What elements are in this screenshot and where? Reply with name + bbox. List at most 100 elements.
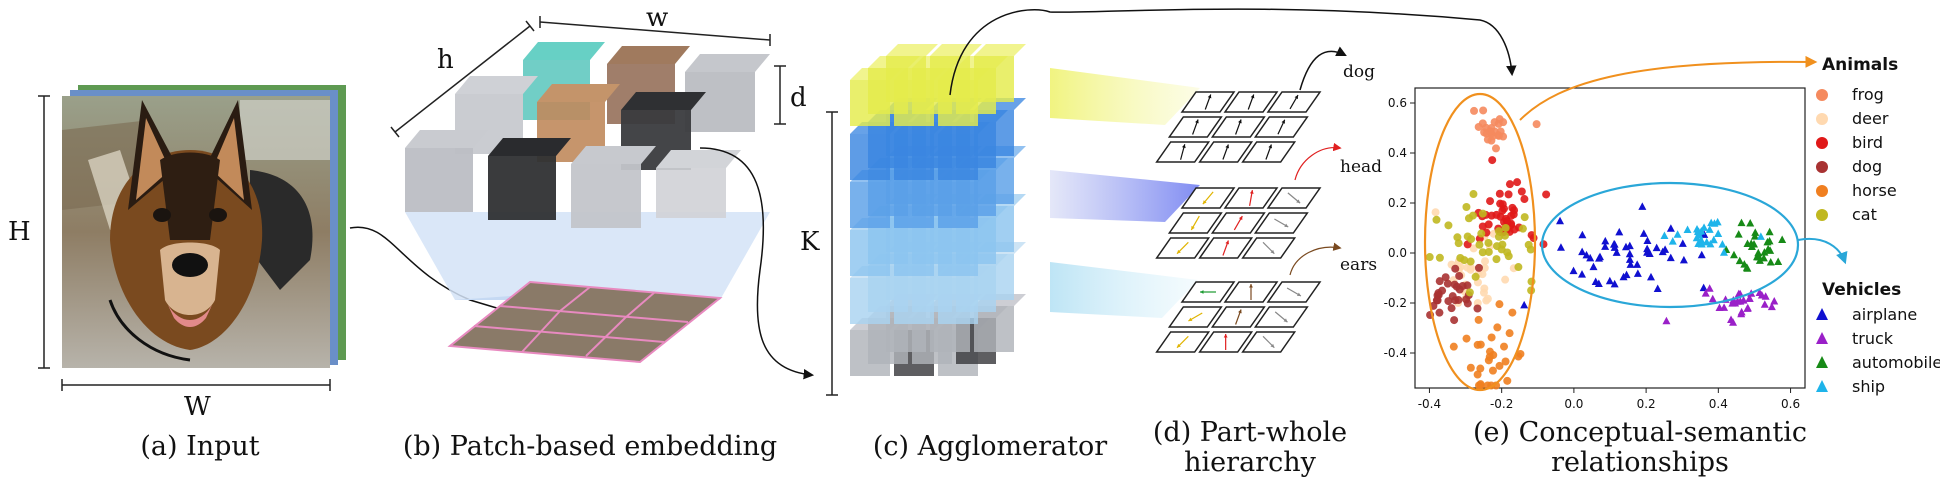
- point-automobile: [1729, 250, 1738, 259]
- point-ship: [1692, 233, 1701, 242]
- point-ship: [1706, 239, 1715, 248]
- point-ship: [1700, 223, 1709, 231]
- point-horse: [1485, 352, 1494, 361]
- label-dog: dog: [1343, 62, 1375, 82]
- point-cat: [1514, 263, 1523, 272]
- point-ship: [1683, 225, 1692, 234]
- vector-arrow-head: [1281, 119, 1285, 124]
- legend-label: dog: [1852, 157, 1882, 176]
- point-deer: [1501, 275, 1510, 284]
- legend-animals-title: Animals: [1822, 55, 1898, 75]
- embedding-cube-block: [405, 42, 770, 228]
- point-frog: [1487, 124, 1496, 133]
- patch-grid: [447, 280, 723, 364]
- point-airplane: [1595, 252, 1604, 261]
- point-ship: [1756, 232, 1765, 240]
- point-airplane: [1578, 247, 1587, 256]
- point-cat: [1478, 209, 1487, 218]
- point-airplane: [1594, 279, 1603, 287]
- point-bird: [1484, 220, 1493, 229]
- point-truck: [1745, 294, 1754, 302]
- point-airplane: [1612, 248, 1621, 256]
- legend-marker: [1816, 185, 1828, 197]
- point-horse: [1473, 340, 1482, 349]
- point-airplane: [1619, 272, 1628, 281]
- point-airplane: [1601, 242, 1610, 250]
- point-horse: [1466, 363, 1475, 372]
- dog-leash: [108, 299, 191, 362]
- caption-part-whole: (d) Part-whole hierarchy: [1130, 418, 1370, 478]
- legend-label: cat: [1852, 205, 1877, 224]
- dog-arrow: [1299, 46, 1347, 91]
- point-ship: [1693, 224, 1702, 233]
- point-cat: [1462, 203, 1471, 212]
- vector-arrow-head: [1207, 94, 1212, 99]
- legend-item-deer: deer: [1816, 109, 1889, 128]
- vector-arrow-head: [1202, 200, 1207, 205]
- point-dog: [1463, 299, 1472, 308]
- point-dog: [1473, 304, 1482, 313]
- vector-arrow-head: [1225, 144, 1230, 149]
- point-airplane: [1633, 269, 1642, 277]
- point-airplane: [1610, 279, 1619, 288]
- vector-arrow-head: [1294, 95, 1298, 100]
- y-tick-label: 0.4: [1388, 146, 1407, 160]
- point-bird: [1529, 234, 1538, 243]
- point-cat: [1493, 242, 1502, 251]
- point-airplane: [1556, 216, 1565, 225]
- point-cat: [1471, 272, 1480, 281]
- point-airplane: [1666, 253, 1675, 262]
- point-ship: [1709, 235, 1718, 244]
- vector-grids: [1155, 91, 1322, 353]
- agglomerator-cube-top: [930, 44, 982, 56]
- point-airplane: [1679, 255, 1688, 264]
- vector-arrow-head: [1238, 216, 1243, 221]
- point-horse: [1503, 376, 1512, 385]
- vector-arrow-head: [1296, 292, 1301, 296]
- point-airplane: [1578, 230, 1587, 239]
- beam-yellow: [1050, 68, 1200, 125]
- input-panel: [62, 85, 346, 368]
- legend-marker: [1816, 137, 1828, 149]
- vector-arrow-head: [1181, 144, 1186, 149]
- point-automobile: [1778, 235, 1787, 244]
- scatter-chart: -0.4 -0.2 0.0 0.2 0.4 0.6 0.6 0.4 0.2 0.0 -0.2 -0.4: [1384, 55, 1848, 411]
- x-tick-label: 0.0: [1564, 397, 1583, 411]
- vector-arrow-head: [1223, 334, 1228, 338]
- point-airplane: [1643, 236, 1652, 245]
- point-airplane: [1615, 227, 1624, 236]
- vehicles-cluster-ellipse: [1540, 181, 1800, 309]
- y-tick-label: 0.6: [1388, 96, 1407, 110]
- point-truck: [1767, 302, 1776, 311]
- point-horse: [1476, 364, 1485, 373]
- legend-item-dog: dog: [1816, 157, 1882, 176]
- point-airplane: [1556, 243, 1565, 251]
- caption-part-whole-line1: (d) Part-whole: [1152, 417, 1348, 448]
- point-bird: [1496, 199, 1505, 208]
- point-ship: [1673, 230, 1682, 238]
- point-automobile: [1751, 228, 1760, 236]
- point-dog: [1434, 289, 1443, 298]
- legend-item-frog: frog: [1816, 85, 1884, 104]
- label-W: W: [184, 392, 211, 422]
- point-airplane: [1520, 300, 1529, 309]
- legend-label: airplane: [1852, 305, 1917, 324]
- label-h: h: [437, 45, 454, 75]
- point-airplane: [1639, 229, 1648, 237]
- point-ship: [1710, 219, 1719, 227]
- point-ship: [1697, 240, 1706, 248]
- point-truck: [1701, 289, 1710, 297]
- point-dog: [1448, 292, 1457, 301]
- point-bird: [1498, 206, 1507, 215]
- agglomerator-cube: [930, 56, 970, 102]
- point-frog: [1474, 122, 1483, 131]
- point-deer: [1478, 270, 1487, 279]
- legend-item-bird: bird: [1816, 133, 1883, 152]
- vector-arrow-head: [1283, 318, 1288, 323]
- agglomerator-panel: [850, 44, 1026, 376]
- point-horse: [1501, 357, 1510, 366]
- caption-patch-embedding: (b) Patch-based embedding: [402, 431, 778, 462]
- vector-arrow-head: [1191, 225, 1195, 230]
- vector-arrow-head: [1188, 317, 1193, 321]
- point-truck: [1743, 304, 1752, 312]
